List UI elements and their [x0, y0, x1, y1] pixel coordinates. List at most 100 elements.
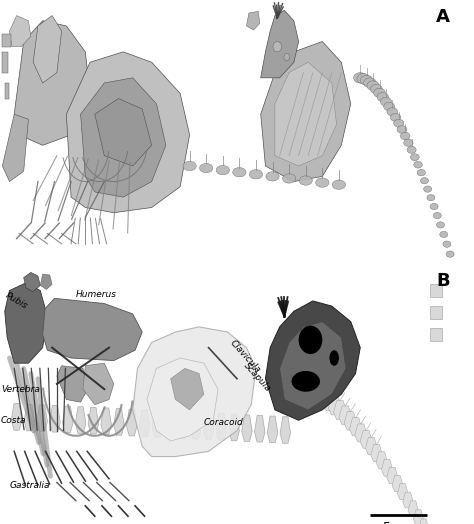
Ellipse shape — [407, 146, 416, 154]
Ellipse shape — [449, 261, 457, 267]
Polygon shape — [40, 274, 52, 290]
Ellipse shape — [284, 53, 290, 61]
Ellipse shape — [383, 102, 394, 111]
Polygon shape — [349, 418, 362, 436]
Ellipse shape — [357, 73, 370, 84]
Ellipse shape — [299, 325, 322, 354]
Ellipse shape — [367, 81, 379, 91]
Ellipse shape — [354, 73, 367, 83]
Ellipse shape — [414, 161, 422, 168]
Polygon shape — [191, 412, 201, 439]
Polygon shape — [408, 501, 419, 517]
Polygon shape — [5, 83, 9, 99]
Polygon shape — [430, 284, 442, 297]
Polygon shape — [307, 380, 321, 400]
Ellipse shape — [430, 203, 438, 210]
Polygon shape — [430, 306, 442, 319]
Ellipse shape — [380, 97, 392, 106]
Polygon shape — [334, 401, 346, 420]
Ellipse shape — [424, 186, 432, 192]
Polygon shape — [203, 413, 214, 440]
Ellipse shape — [316, 178, 329, 187]
Ellipse shape — [391, 113, 401, 122]
Polygon shape — [355, 424, 367, 442]
Polygon shape — [430, 328, 442, 341]
Ellipse shape — [394, 119, 404, 127]
Polygon shape — [267, 416, 278, 443]
Polygon shape — [165, 411, 175, 438]
Polygon shape — [2, 52, 8, 73]
Ellipse shape — [360, 75, 373, 85]
Ellipse shape — [183, 161, 196, 171]
Polygon shape — [9, 16, 31, 47]
Polygon shape — [328, 396, 341, 415]
Polygon shape — [255, 416, 265, 442]
Ellipse shape — [433, 212, 441, 219]
Polygon shape — [413, 510, 423, 524]
Text: 5 cm: 5 cm — [383, 521, 414, 524]
Polygon shape — [95, 99, 152, 166]
Ellipse shape — [200, 163, 213, 173]
Text: Humerus: Humerus — [76, 290, 117, 299]
Polygon shape — [83, 363, 114, 405]
Ellipse shape — [266, 172, 279, 181]
Polygon shape — [63, 406, 73, 433]
Polygon shape — [397, 484, 408, 500]
Polygon shape — [403, 492, 413, 508]
Ellipse shape — [456, 282, 464, 288]
Text: Clavicula: Clavicula — [228, 339, 263, 375]
Polygon shape — [81, 78, 166, 197]
Polygon shape — [265, 301, 360, 420]
Ellipse shape — [364, 78, 376, 88]
Ellipse shape — [410, 154, 419, 160]
Ellipse shape — [299, 176, 312, 185]
Ellipse shape — [453, 271, 461, 278]
Polygon shape — [147, 358, 218, 441]
Polygon shape — [14, 21, 90, 145]
Polygon shape — [392, 475, 403, 492]
Polygon shape — [229, 414, 239, 441]
Polygon shape — [101, 408, 111, 434]
Ellipse shape — [446, 251, 454, 257]
Text: Gastralia: Gastralia — [9, 481, 50, 489]
Ellipse shape — [273, 41, 282, 52]
Polygon shape — [2, 34, 11, 47]
Ellipse shape — [283, 174, 296, 183]
Polygon shape — [66, 52, 190, 213]
Text: Vertebra: Vertebra — [1, 385, 40, 394]
Text: Coracoid: Coracoid — [204, 418, 244, 428]
Polygon shape — [43, 298, 142, 361]
Polygon shape — [312, 383, 326, 403]
Polygon shape — [280, 417, 291, 443]
Polygon shape — [318, 387, 331, 407]
Polygon shape — [387, 467, 398, 484]
Text: B: B — [436, 272, 450, 290]
Ellipse shape — [216, 166, 229, 175]
Polygon shape — [275, 62, 337, 166]
Polygon shape — [11, 403, 22, 430]
Ellipse shape — [397, 126, 407, 133]
Ellipse shape — [420, 178, 428, 184]
Polygon shape — [50, 406, 60, 432]
Ellipse shape — [443, 241, 451, 247]
Text: Costa: Costa — [1, 416, 27, 425]
Ellipse shape — [401, 132, 410, 140]
Polygon shape — [127, 409, 137, 436]
Ellipse shape — [332, 180, 346, 189]
Ellipse shape — [329, 350, 339, 366]
Polygon shape — [24, 405, 35, 431]
Polygon shape — [261, 10, 299, 78]
Polygon shape — [171, 368, 204, 410]
Ellipse shape — [249, 170, 263, 179]
Ellipse shape — [437, 222, 445, 228]
Polygon shape — [344, 412, 357, 430]
Ellipse shape — [427, 194, 435, 201]
Text: Pubis: Pubis — [3, 291, 29, 311]
Polygon shape — [88, 407, 99, 434]
Polygon shape — [2, 114, 28, 182]
Ellipse shape — [404, 139, 413, 146]
Polygon shape — [33, 16, 62, 83]
Ellipse shape — [417, 169, 425, 176]
Ellipse shape — [292, 371, 320, 392]
Polygon shape — [419, 519, 428, 524]
